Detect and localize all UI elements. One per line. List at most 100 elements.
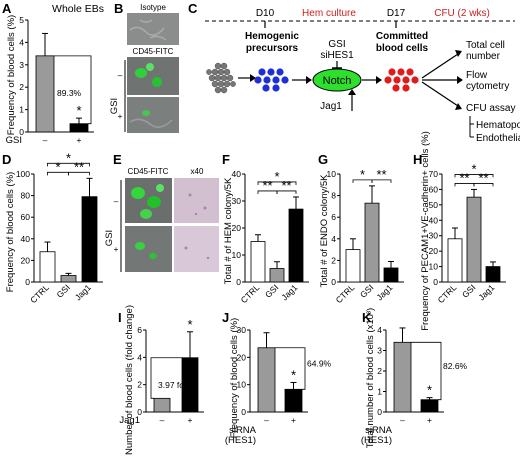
chart-title: Whole EBs	[52, 3, 104, 15]
annotation-label: 82.6%	[443, 361, 468, 371]
committed-blood-cells	[384, 68, 419, 92]
micrograph-gsi-plus	[127, 97, 179, 133]
panel-j: J Frequency of blood cells (%)	[222, 310, 240, 438]
y-axis-label: Frequency of blood cells (%)	[6, 15, 17, 135]
bracket-ctrl-gsi-label: *	[360, 167, 365, 182]
notch-label: Notch	[323, 75, 352, 87]
significance-star: *	[291, 367, 296, 382]
x-tick-label: CTRL	[334, 282, 357, 305]
panel-label: H	[413, 152, 422, 167]
x-tick-label: CTRL	[239, 282, 262, 305]
y-tick-label: 5	[19, 15, 24, 25]
plus-label: +	[118, 111, 123, 121]
panel-label: E	[113, 152, 122, 167]
y-tick-label: 80	[21, 191, 31, 201]
bar	[269, 268, 285, 283]
bar	[485, 266, 501, 283]
y-tick-label: 10	[232, 250, 242, 260]
y-tick-label: 8	[331, 191, 336, 201]
notch-node	[312, 68, 362, 92]
y-tick-label: 0	[236, 277, 241, 287]
y-tick-label: 0	[137, 407, 142, 417]
panel-label: F	[222, 152, 230, 167]
panel-k: K Total number of blood cells (x10³)	[362, 308, 376, 448]
bar-chart-k: 0 1 2 3 4 – + siRNA(HES1) 82.6% *	[361, 325, 468, 446]
significance-star: *	[187, 317, 192, 332]
bracket-ctrl-jag1	[47, 162, 90, 167]
gsi-inhibitor-label: GSI	[328, 39, 345, 50]
y-tick-label: 10	[327, 169, 337, 179]
significance-star: *	[427, 383, 432, 398]
panel-label: G	[318, 152, 328, 167]
y-axis-label: Frequency of PECAM1+VE-cadherin+ cells (…	[420, 131, 431, 331]
y-tick-label: 30	[232, 196, 242, 206]
y-tick-label: 3	[377, 346, 382, 356]
bar	[364, 202, 380, 283]
x-tick-label: –	[43, 135, 48, 145]
micrograph-gsi-minus	[127, 57, 179, 95]
x-tick-label: CTRL	[436, 282, 459, 305]
y-tick-label: 40	[21, 234, 31, 244]
stain-label: CD45-FITC	[133, 47, 174, 56]
panel-h: H Frequency of PECAM1+VE-cadherin+ cells…	[413, 131, 431, 331]
x-axis-label: GSI	[6, 135, 22, 146]
bracket-gsi-jag1-label: **	[478, 170, 488, 185]
bar	[420, 399, 439, 413]
jag1-label: Jag1	[320, 101, 342, 112]
x-tick-label: +	[77, 135, 82, 145]
bar	[383, 267, 399, 283]
plus-label: +	[114, 244, 119, 254]
y-tick-label: 30	[429, 231, 439, 241]
hem-culture-label: Hem culture	[302, 8, 356, 19]
x-tick-label: +	[427, 415, 432, 425]
y-tick-label: 20	[21, 255, 31, 265]
x-tick-label: Jag1	[279, 282, 299, 302]
hemogenic-precursor-cells	[254, 68, 289, 92]
y-axis-label: Frequency of blood cells (%)	[229, 318, 240, 438]
panel-label: D	[2, 152, 11, 167]
micrograph-x40-plus	[174, 226, 219, 272]
group-label: GSI	[104, 230, 115, 246]
bar	[81, 196, 98, 283]
micrograph-x40-minus	[174, 178, 219, 223]
panel-label: C	[188, 1, 198, 16]
committed-label-line2: blood cells	[376, 43, 429, 54]
y-tick-label: 20	[232, 223, 242, 233]
y-tick-label: 4	[137, 352, 142, 362]
d10-label: D10	[256, 8, 275, 19]
y-tick-label: 40	[429, 215, 439, 225]
hemogenic-precursors-label-line2: precursors	[246, 43, 299, 54]
minus-label: –	[114, 196, 119, 206]
x-tick-label: –	[400, 415, 405, 425]
x-tick-label: –	[160, 415, 165, 425]
bracket-gsi-jag1	[68, 171, 90, 176]
panel-a: A Whole EBs Frequency of blood cells (%)	[2, 1, 104, 135]
bar	[447, 238, 463, 283]
comparison-bracket	[275, 347, 306, 390]
y-axis-label: Total number of blood cells (x10³)	[365, 308, 376, 448]
bracket-gsi-jag1-label: **	[281, 178, 291, 193]
y-tick-label: 20	[237, 352, 247, 362]
panel-label: A	[2, 1, 12, 16]
bar	[69, 123, 89, 133]
bar	[466, 196, 482, 283]
bracket-gsi-jag1	[473, 183, 494, 187]
bracket-gsi-jag1-label: **	[74, 159, 84, 174]
significance-star: *	[76, 103, 81, 118]
bracket-gsi-jag1	[371, 179, 392, 183]
annotation-label: 89.3%	[57, 88, 82, 98]
committed-label-line1: Committed	[376, 31, 428, 42]
panel-g: G Total # of ENDO colony/5K	[318, 152, 330, 288]
y-tick-label: 100	[16, 169, 30, 179]
y-tick-label: 6	[137, 325, 142, 335]
x-tick-label: GSI	[263, 282, 280, 299]
y-tick-label: 60	[21, 212, 31, 222]
x-tick-label: Jag1	[476, 282, 496, 302]
panel-label: I	[118, 310, 122, 325]
panel-c-schematic: C D10 Hem culture D17 CFU (2 wks) Hemoge	[188, 1, 520, 144]
x-tick-label: CTRL	[28, 282, 51, 305]
